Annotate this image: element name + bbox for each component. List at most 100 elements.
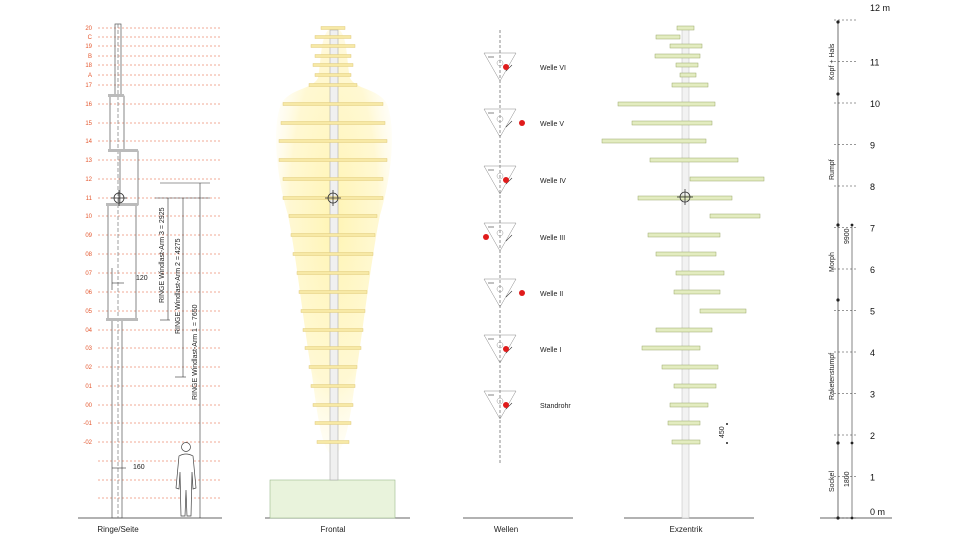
ring-bar: [673, 383, 717, 389]
wave-label: Welle III: [540, 235, 565, 242]
ring-bar: [671, 439, 701, 445]
scale-number: 10: [870, 99, 880, 109]
dim-1800: 1800: [844, 471, 851, 487]
level-label: 19: [85, 44, 92, 50]
ring-bar: [282, 102, 384, 106]
wave-position-dot: [503, 177, 509, 183]
ring-bar: [302, 328, 364, 332]
scale-number: 4: [870, 348, 875, 358]
ring-bar: [654, 53, 701, 59]
scale-number: 7: [870, 224, 875, 234]
ring-bar: [308, 83, 358, 87]
ring-bar: [314, 35, 352, 39]
ring-bar: [699, 308, 747, 314]
level-label: 18: [85, 63, 92, 69]
dim-120: 120: [136, 275, 148, 282]
pedestal-block: [269, 479, 396, 519]
level-label: 12: [85, 177, 92, 183]
ring-bar: [676, 25, 695, 31]
wave-position-dot: [519, 290, 525, 296]
level-label: 16: [85, 102, 92, 108]
caption-exzentrik: Exzentrik: [670, 525, 704, 534]
section-marker: [836, 223, 840, 227]
ring-bar: [290, 233, 376, 237]
level-label: 09: [85, 233, 92, 239]
wave-label: Welle IV: [540, 178, 566, 185]
wave-diagram: Welle VI: [483, 52, 566, 82]
ring-bar: [304, 346, 362, 350]
ring-bar: [292, 252, 374, 256]
ring-bar: [312, 403, 354, 407]
mast-ring-bars: [106, 94, 138, 321]
scale-number: 2: [870, 431, 875, 441]
ring-bar: [675, 62, 699, 68]
wave-position-dot: [483, 234, 489, 240]
ring-bar: [669, 402, 709, 408]
dim-arm2: RINGE Windlast-Arm 2 = 4275: [175, 238, 182, 334]
level-label: 04: [85, 328, 92, 334]
level-label: 02: [85, 365, 92, 371]
level-label: 00: [85, 403, 92, 409]
ring-bar: [314, 54, 352, 58]
ring-bar: [316, 440, 350, 444]
dim-arm1: RINGE Windlast-Arm 1 = 7650: [192, 304, 199, 400]
person-silhouette: [175, 442, 197, 517]
ring-bar: [675, 270, 725, 276]
panel-height-scale: 11 10 9 8 7 6 5 4 3 2 1 12 m 0 m Kopf + Hals Rumpf…: [820, 3, 892, 520]
section-marker: [850, 516, 854, 520]
ring-bar: [647, 232, 721, 238]
ring-bar: [320, 26, 346, 30]
pivot-symbol-eccentric: [677, 189, 693, 205]
level-label: 15: [85, 121, 92, 127]
ring-bar: [282, 177, 384, 181]
dim-9900: 9900: [844, 228, 851, 244]
scale-top-unit: 12 m: [870, 3, 890, 13]
scale-bottom-unit: 0 m: [870, 507, 885, 517]
level-label: 20: [85, 26, 92, 32]
ring-bar: [655, 34, 681, 40]
level-label: 10: [85, 214, 92, 220]
level-label: B: [88, 54, 92, 60]
ring-bar: [689, 176, 765, 182]
wave-diagram: Standrohr: [483, 390, 571, 420]
ring-bar: [667, 420, 701, 426]
panel-wellen: Welle VI Welle V Welle IV Welle III Welle II…: [463, 30, 573, 534]
mast-side-outline: [107, 23, 139, 519]
panel-exzentrik: 450 Exzentrik: [601, 25, 765, 534]
section-marker: [850, 441, 854, 445]
level-label: -02: [83, 440, 92, 446]
scale-numbers: 11 10 9 8 7 6 5 4 3 2 1: [870, 58, 880, 483]
ring-bar: [280, 121, 386, 125]
dim-160: 160: [133, 464, 145, 471]
level-label: 13: [85, 158, 92, 164]
panel-frontal: Frontal: [265, 26, 410, 534]
scale-ticks: [834, 19, 858, 520]
wave-label: Welle VI: [540, 65, 566, 72]
ring-bar: [300, 309, 366, 313]
ring-bar: [288, 214, 378, 218]
section-raketenstumpf: Raketenstumpf: [829, 353, 836, 400]
pivot-symbol-side: [111, 190, 127, 206]
pivot-symbol-front: [325, 190, 341, 206]
scale-number: 5: [870, 307, 875, 317]
wave-label: Standrohr: [540, 403, 571, 410]
section-sockel: Sockel: [829, 471, 836, 492]
wave-diagrams: Welle VI Welle V Welle IV Welle III Welle II…: [483, 52, 571, 420]
scale-number: 9: [870, 141, 875, 151]
wave-diagram: Welle V: [483, 108, 564, 138]
section-marker: [836, 441, 840, 445]
level-label: 14: [85, 139, 92, 145]
level-label: 07: [85, 271, 92, 277]
caption-ringe-seite: Ringe/Seite: [97, 525, 139, 534]
ring-bar: [661, 364, 719, 370]
ring-bar: [655, 327, 713, 333]
ring-bar: [314, 421, 352, 425]
ring-bar: [601, 138, 707, 144]
section-morph: Morph: [829, 252, 836, 272]
section-kopf-hals: Kopf + Hals: [829, 43, 836, 80]
wave-position-dot: [519, 120, 525, 126]
level-labels: 20 C 19 B 18 A 17 16 15 14 13 12 11 10 09 08 07 06 05 04 03 0…: [83, 26, 92, 446]
wave-diagram: Welle II: [483, 278, 563, 308]
wave-position-dot: [503, 402, 509, 408]
ring-bar: [308, 365, 358, 369]
